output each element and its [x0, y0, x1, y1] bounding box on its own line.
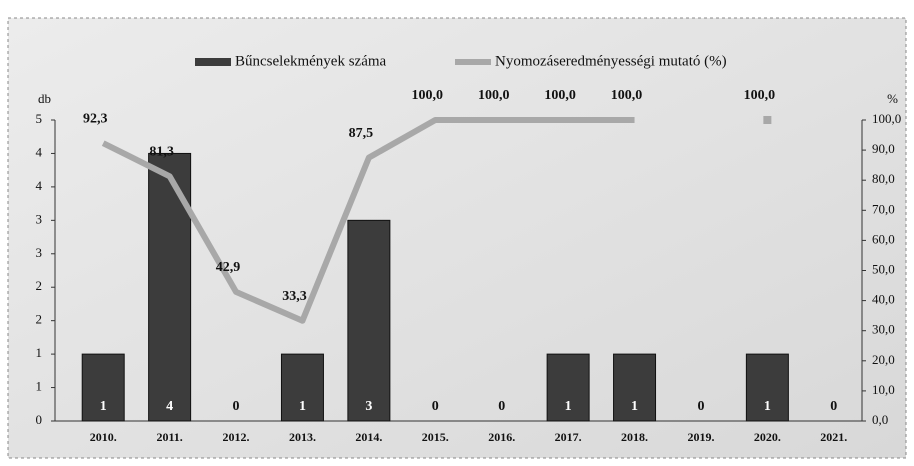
x-tick-label: 2019.: [687, 430, 714, 444]
x-tick-label: 2021.: [820, 430, 847, 444]
y2-tick-label: 70,0: [872, 201, 895, 216]
y-tick-label: 2: [36, 278, 43, 293]
bar-value-label: 4: [166, 399, 173, 414]
line-value-label: 100,0: [744, 88, 776, 103]
y-tick-label: 3: [36, 211, 43, 226]
bar: [348, 220, 390, 421]
y2-tick-label: 90,0: [872, 141, 895, 156]
x-tick-label: 2013.: [289, 430, 316, 444]
x-tick-label: 2014.: [355, 430, 382, 444]
y-tick-label: 4: [36, 144, 43, 159]
y-tick-label: 3: [36, 245, 43, 260]
y2-tick-label: 10,0: [872, 382, 895, 397]
y2-tick-label: 40,0: [872, 292, 895, 307]
x-tick-label: 2011.: [156, 430, 182, 444]
line-marker: [763, 116, 771, 124]
y-tick-label: 2: [36, 312, 43, 327]
x-tick-label: 2015.: [422, 430, 449, 444]
bar-value-label: 0: [498, 399, 505, 414]
y2-tick-label: 20,0: [872, 352, 895, 367]
y2-tick-label: 80,0: [872, 171, 895, 186]
bar-value-label: 1: [299, 399, 306, 414]
y-tick-label: 1: [36, 379, 43, 394]
legend-label: Nyomozáseredményességi mutató (%): [495, 53, 727, 69]
bar-value-label: 1: [631, 399, 638, 414]
bar-value-label: 0: [432, 399, 439, 414]
y-axis-label: db: [38, 91, 51, 106]
bar-value-label: 1: [565, 399, 572, 414]
bar-value-label: 0: [233, 399, 240, 414]
bar-value-label: 0: [830, 399, 837, 414]
chart: db % 01122334450,010,020,030,040,050,060…: [0, 0, 914, 466]
x-tick-label: 2018.: [621, 430, 648, 444]
line-value-label: 92,3: [83, 111, 108, 126]
y2-tick-label: 100,0: [872, 111, 901, 126]
x-tick-label: 2010.: [90, 430, 117, 444]
y2-tick-label: 0,0: [872, 412, 888, 427]
bar-value-label: 3: [365, 399, 372, 414]
bar-value-label: 1: [764, 399, 771, 414]
legend-label: Bűncselekmények száma: [235, 53, 387, 69]
line-value-label: 100,0: [611, 88, 643, 103]
y-tick-label: 4: [36, 178, 43, 193]
x-tick-label: 2016.: [488, 430, 515, 444]
line-value-label: 33,3: [282, 289, 307, 304]
line-value-label: 100,0: [478, 88, 510, 103]
y-tick-label: 1: [36, 345, 43, 360]
bar-value-label: 0: [697, 399, 704, 414]
line-value-label: 100,0: [412, 88, 444, 103]
y2-tick-label: 50,0: [872, 261, 895, 276]
x-tick-label: 2017.: [555, 430, 582, 444]
line-value-label: 100,0: [544, 88, 576, 103]
bar-value-label: 1: [100, 399, 107, 414]
legend-swatch: [195, 58, 231, 66]
line-value-label: 81,3: [149, 145, 174, 160]
bar: [149, 153, 191, 421]
y-tick-label: 0: [36, 412, 43, 427]
line-value-label: 87,5: [349, 126, 374, 141]
line-value-label: 42,9: [216, 260, 241, 275]
y2-tick-label: 60,0: [872, 231, 895, 246]
y2-axis-label: %: [887, 91, 898, 106]
y2-tick-label: 30,0: [872, 322, 895, 337]
x-tick-label: 2020.: [754, 430, 781, 444]
x-tick-label: 2012.: [223, 430, 250, 444]
y-tick-label: 5: [36, 111, 43, 126]
